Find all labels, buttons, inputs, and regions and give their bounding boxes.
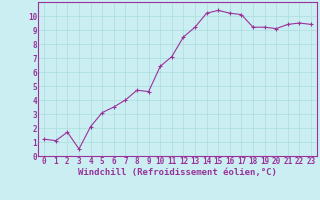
X-axis label: Windchill (Refroidissement éolien,°C): Windchill (Refroidissement éolien,°C) (78, 168, 277, 177)
